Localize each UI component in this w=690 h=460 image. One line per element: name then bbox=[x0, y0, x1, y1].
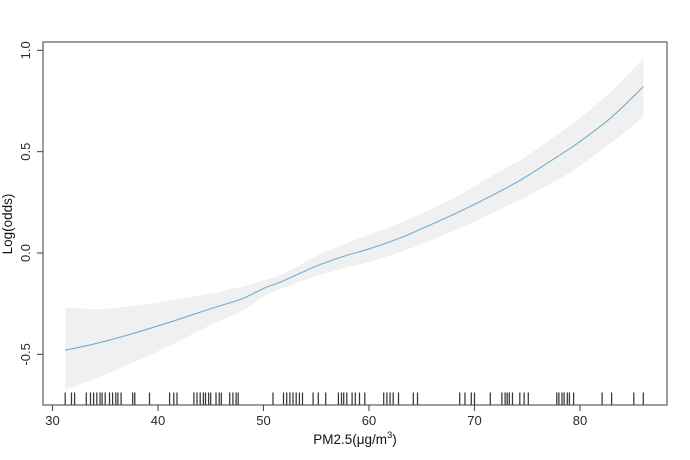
x-tick-label: 50 bbox=[256, 413, 270, 428]
x-tick-label: 60 bbox=[362, 413, 376, 428]
fit-line-layer bbox=[65, 86, 644, 351]
rug-layer bbox=[64, 392, 644, 405]
y-axis-label: Log(odds) bbox=[0, 194, 15, 255]
x-axis-label-close: ) bbox=[392, 432, 397, 447]
confidence-band-layer bbox=[65, 58, 644, 390]
plot-box bbox=[42, 41, 668, 406]
x-tick-label: 40 bbox=[151, 413, 165, 428]
y-tick-label: 0.5 bbox=[18, 143, 33, 161]
x-tick-label: 80 bbox=[573, 413, 587, 428]
x-axis-label-text: PM2.5(μg/m bbox=[313, 432, 387, 447]
y-tick-label: 1.0 bbox=[18, 41, 33, 59]
x-axis-label-superscript: 3 bbox=[387, 430, 392, 441]
fit-line bbox=[65, 86, 644, 351]
confidence-band bbox=[65, 58, 644, 390]
y-tick-label: 0.0 bbox=[18, 244, 33, 262]
x-axis-label: PM2.5(μg/m3) bbox=[313, 430, 397, 447]
x-tick-label: 70 bbox=[467, 413, 481, 428]
axes-layer: 30 40 50 60 70 80 -0.5 0.0 0.5 1.0 bbox=[18, 41, 668, 428]
y-tick-label: -0.5 bbox=[18, 343, 33, 365]
x-tick-label: 30 bbox=[45, 413, 59, 428]
